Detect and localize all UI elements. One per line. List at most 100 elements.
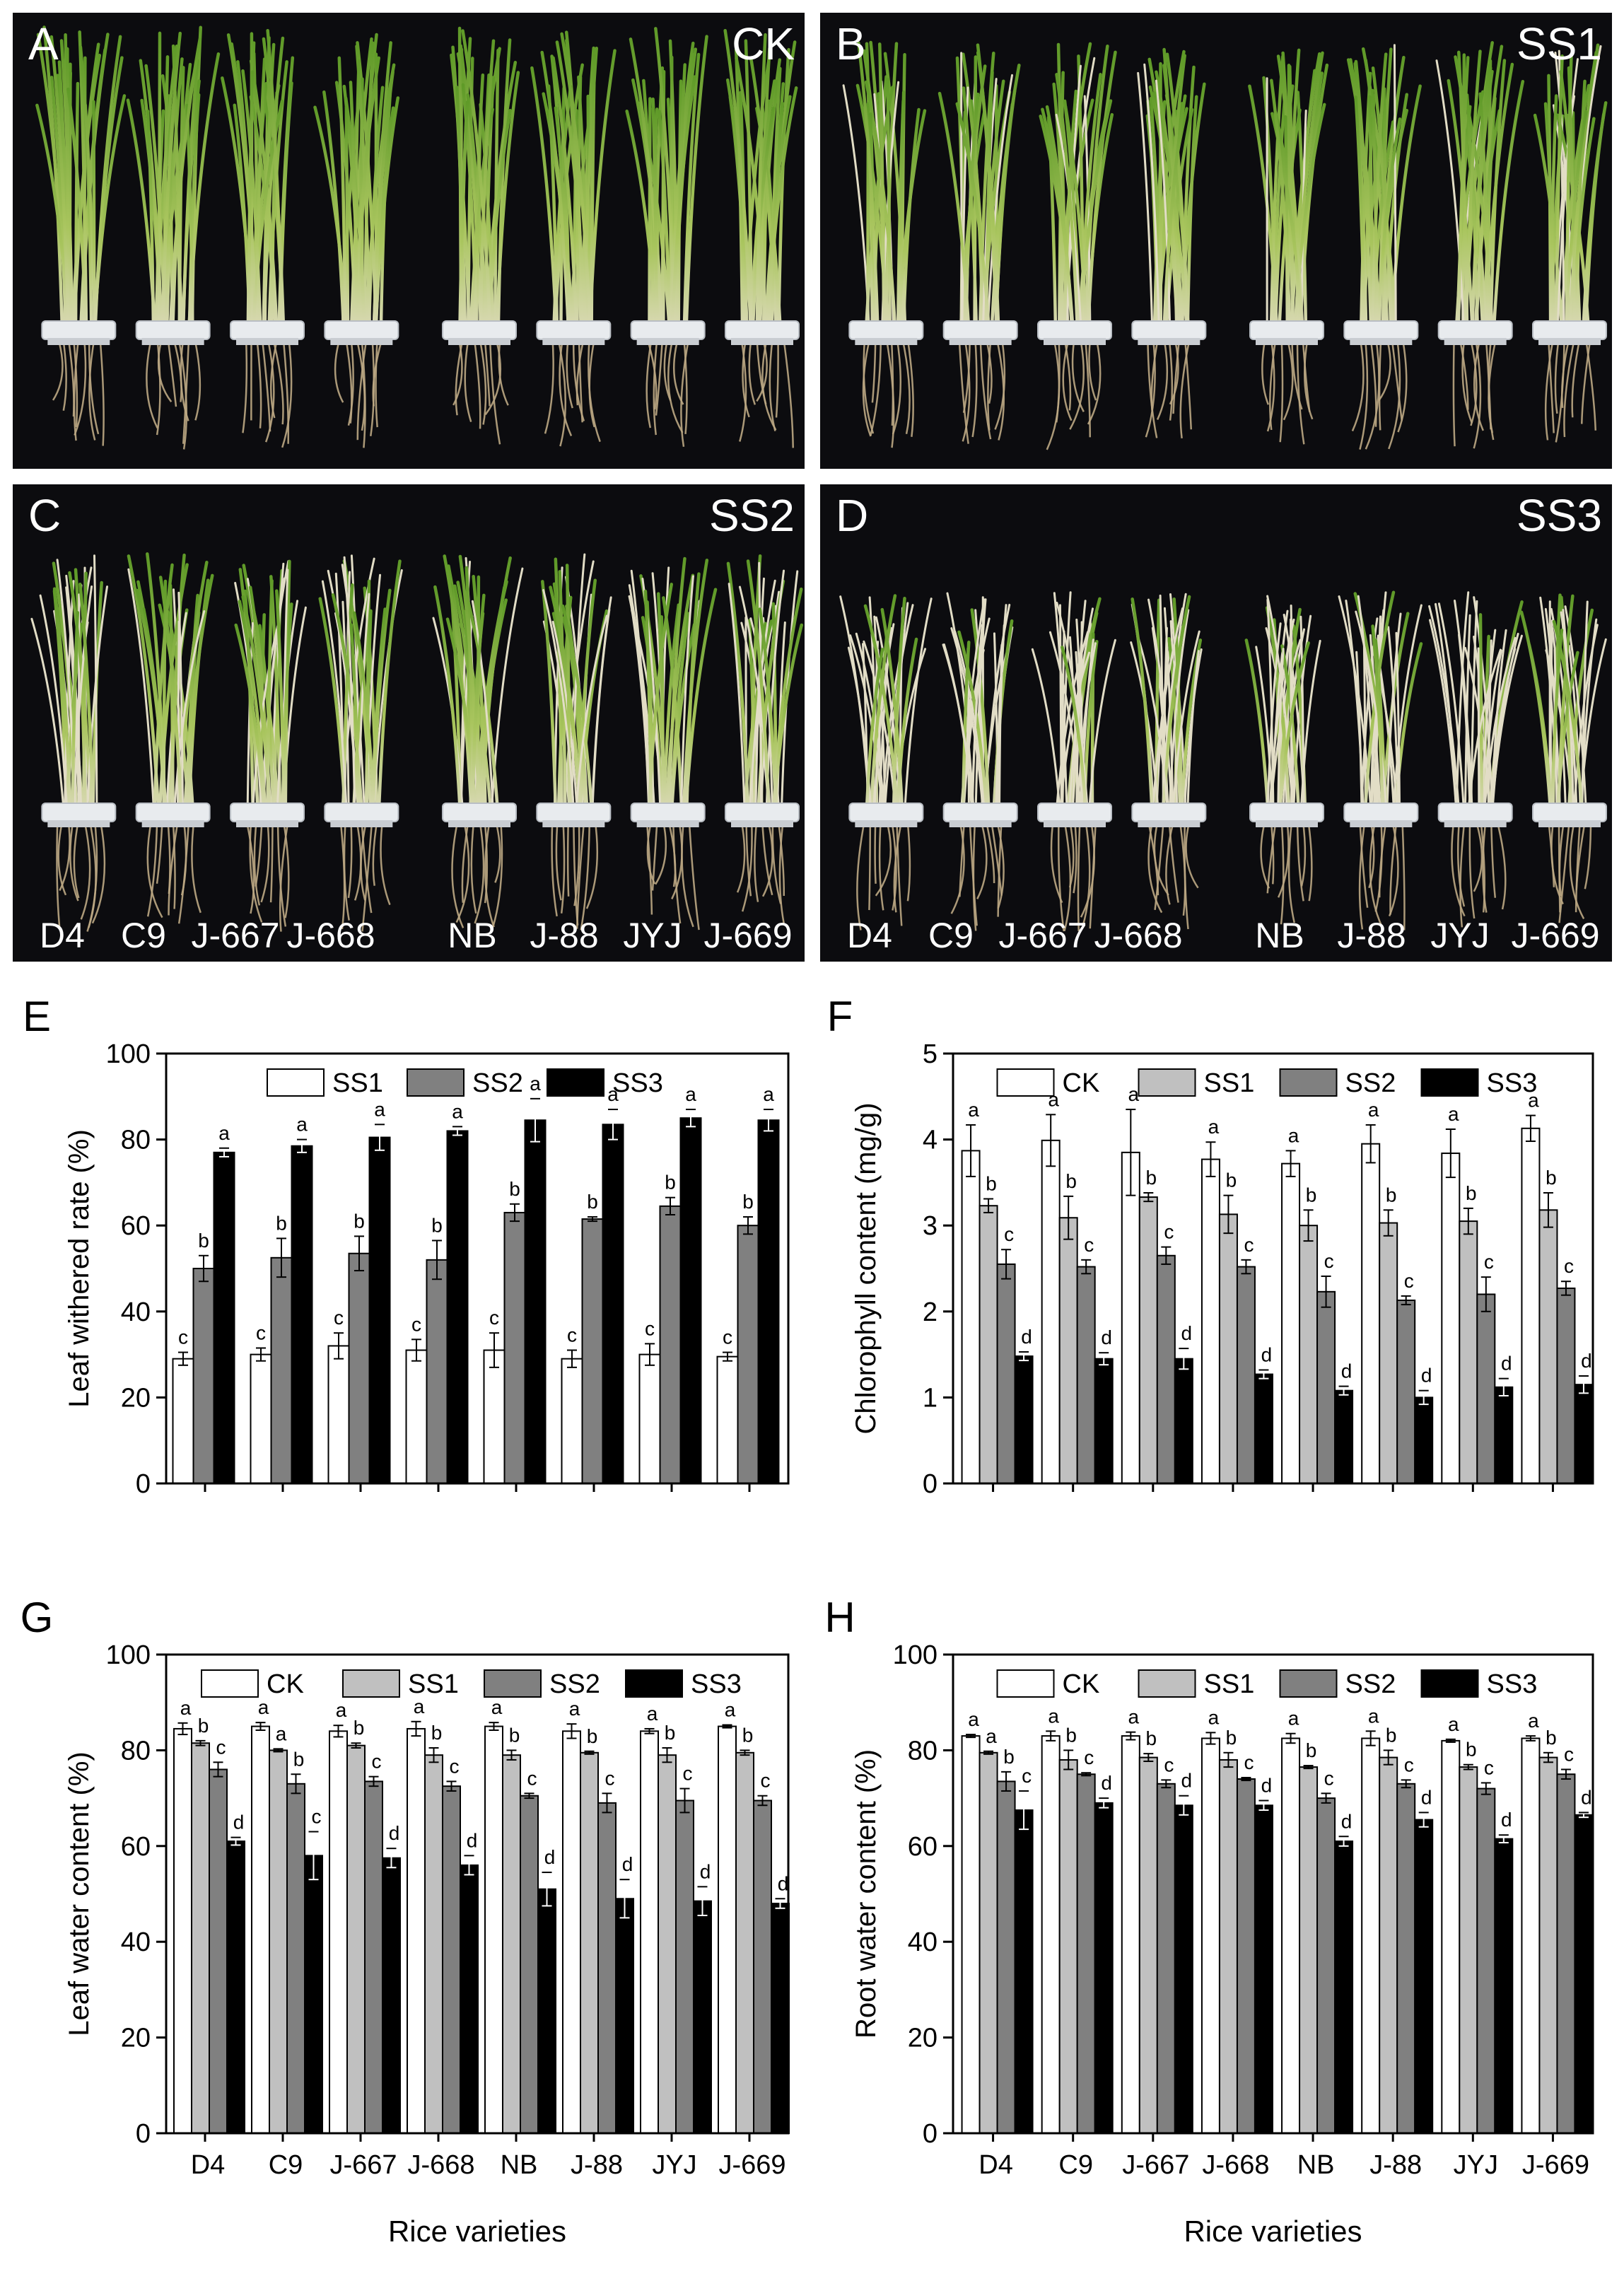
bar-ss1 <box>1058 1217 1078 1484</box>
seedling-pot-base <box>141 338 204 345</box>
root-strand <box>972 818 977 931</box>
root-strand <box>1050 818 1063 904</box>
significance-letter: d <box>1261 1343 1273 1365</box>
bar-ss3 <box>1174 1358 1193 1484</box>
root-strand <box>282 336 290 444</box>
y-tick-label: 80 <box>908 1736 937 1766</box>
legend: CK SS1 SS2 SS3 <box>996 1669 1537 1699</box>
significance-letter: b <box>431 1214 443 1236</box>
leaf-blade <box>484 76 496 326</box>
significance-letter: c <box>1484 1251 1494 1273</box>
root-strand <box>1378 336 1382 431</box>
leaf-blade <box>1155 79 1172 325</box>
legend-label-ss2: SS2 <box>549 1669 600 1699</box>
leaf-blade <box>682 559 709 808</box>
leaf-blade <box>986 74 1014 325</box>
leaf-blade <box>590 53 597 326</box>
bar-ss2 <box>1316 1290 1336 1484</box>
legend-swatch-ss3 <box>547 1068 604 1097</box>
bar-ss1 <box>1218 1213 1238 1484</box>
bar-ss3 <box>1494 1838 1514 2134</box>
bar-ss3 <box>524 1119 547 1485</box>
root-strand <box>958 336 969 444</box>
x-tick-label: C9 <box>269 2150 303 2180</box>
bar-ss2 <box>996 1263 1016 1484</box>
seedling-pot <box>1343 803 1419 822</box>
legend-label-ss1: SS1 <box>332 1068 383 1098</box>
leaf-blade <box>1483 96 1497 326</box>
root-strand <box>754 818 759 902</box>
leaf-blade <box>1053 592 1068 807</box>
leaf-blade <box>670 612 691 808</box>
significance-letter: c <box>645 1317 655 1339</box>
leaf-blade <box>337 56 347 326</box>
leaf-blade <box>684 35 708 326</box>
significance-letter: a <box>1448 1103 1459 1125</box>
bar-ck <box>1201 1737 1220 2135</box>
significance-letter: c <box>372 1751 382 1773</box>
root-strand <box>242 336 248 433</box>
seedling-pot <box>324 320 399 340</box>
plot-frame <box>165 1052 790 1485</box>
root-strand <box>86 818 98 932</box>
significance-letter: d <box>700 1860 711 1882</box>
significance-letter: a <box>1368 1705 1379 1727</box>
root-strand <box>1296 818 1304 902</box>
root-strand <box>950 818 965 914</box>
root-strand <box>72 336 78 428</box>
significance-letter: c <box>1564 1743 1574 1765</box>
root-strand <box>1156 336 1169 421</box>
bar-ss3 <box>1574 1384 1594 1484</box>
root-strand <box>1057 818 1065 932</box>
root-strand <box>688 818 700 931</box>
root-strand <box>484 818 489 904</box>
leaf-blade <box>1055 73 1079 326</box>
significance-letter: b <box>1306 1739 1317 1761</box>
root-strand <box>168 818 180 916</box>
x-tick-label: J-667 <box>329 2150 397 2180</box>
root-strand <box>990 818 1003 896</box>
root-strand <box>80 818 91 920</box>
leaf-blade <box>1464 98 1494 326</box>
root-strand <box>1490 818 1497 898</box>
leaf-blade <box>869 594 897 808</box>
root-strand <box>1397 336 1408 433</box>
bar-ss3 <box>1574 1814 1594 2134</box>
root-strand <box>380 818 391 906</box>
bar-ss1 <box>1379 1756 1398 2134</box>
x-tick-label: JYJ <box>652 2150 696 2180</box>
leaf-blade <box>754 577 765 807</box>
leaf-blade <box>1087 50 1117 326</box>
leaf-blade <box>1468 648 1502 807</box>
root-strand <box>901 336 911 435</box>
root-strand <box>492 818 503 927</box>
leaf-blade <box>976 51 1000 326</box>
variety-label-nb: NB <box>448 916 496 955</box>
root-strand <box>782 336 794 448</box>
seedling-bundle <box>628 556 718 931</box>
root-strand <box>994 336 1006 430</box>
root-strand <box>971 336 978 438</box>
y-tick-label: 100 <box>106 1039 151 1069</box>
significance-letter: b <box>293 1748 305 1770</box>
leaf-blade <box>878 42 886 326</box>
leaf-blade <box>625 109 658 326</box>
bar-ss2 <box>348 1252 370 1484</box>
root-strand <box>1296 336 1305 445</box>
root-strand <box>1082 818 1091 926</box>
significance-letter: c <box>256 1322 266 1343</box>
root-strand <box>261 336 271 432</box>
seedling-pot <box>536 320 612 340</box>
root-strand <box>1184 336 1192 430</box>
seedling-pot <box>630 803 706 822</box>
bar-ss2 <box>1076 1266 1096 1484</box>
leaf-blade <box>93 554 98 807</box>
root-strand <box>771 818 782 904</box>
legend-swatch-ck <box>201 1669 259 1698</box>
leaf-blade <box>170 553 186 808</box>
bar-ss1 <box>1459 1220 1478 1484</box>
bar-ss2 <box>503 1211 526 1484</box>
bar-ss3 <box>771 1903 790 2134</box>
significance-letter: c <box>1404 1270 1414 1292</box>
